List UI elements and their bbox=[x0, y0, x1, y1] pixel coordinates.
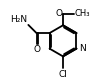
Text: N: N bbox=[79, 44, 85, 53]
Text: Cl: Cl bbox=[59, 70, 67, 79]
Text: CH₃: CH₃ bbox=[75, 9, 90, 18]
Text: H₂N: H₂N bbox=[10, 15, 27, 24]
Text: O: O bbox=[33, 45, 40, 54]
Text: O: O bbox=[55, 9, 62, 18]
